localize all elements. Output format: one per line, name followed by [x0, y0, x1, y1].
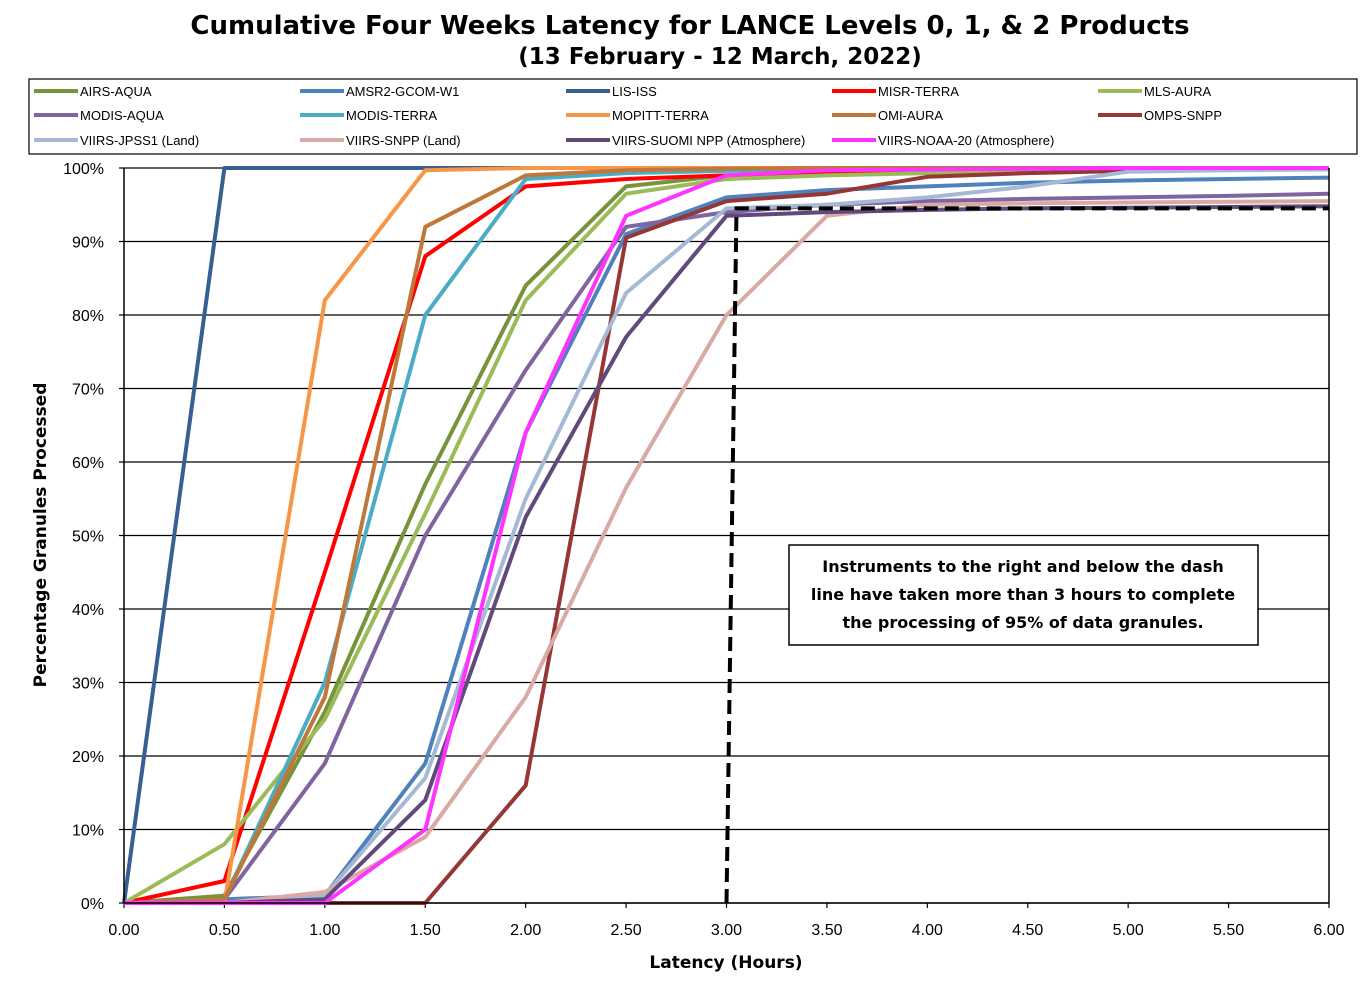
annotation-line-3: the processing of 95% of data granules. — [842, 613, 1203, 632]
x-tick-label: 0.00 — [108, 922, 139, 939]
y-tick-label: 20% — [72, 749, 104, 766]
y-tick-labels: 0% 10% 20% 30% 40% 50% 60% 70% 80% 90% 100% — [63, 161, 104, 913]
y-tick-label: 90% — [72, 235, 104, 252]
legend-label: MLS-AURA — [1144, 84, 1212, 99]
annotation-box — [788, 544, 1259, 646]
x-tick-label: 3.50 — [811, 922, 842, 939]
x-tick-label: 1.50 — [410, 922, 441, 939]
x-tick-label: 5.00 — [1113, 922, 1144, 939]
legend-label: MODIS-TERRA — [346, 108, 437, 123]
series-line-6 — [123, 191, 1330, 905]
chart-title: Cumulative Four Weeks Latency for LANCE … — [190, 11, 1189, 41]
x-tick-label: 5.50 — [1213, 922, 1244, 939]
y-tick-label: 30% — [72, 676, 104, 693]
x-tick-label: 3.00 — [711, 922, 742, 939]
series-line-13 — [124, 204, 1330, 905]
legend-label: OMI-AURA — [878, 108, 943, 123]
x-tick-label: 0.50 — [209, 922, 240, 939]
legend-label: AMSR2-GCOM-W1 — [346, 84, 459, 99]
y-tick-label: 80% — [72, 308, 104, 325]
legend-label: OMPS-SNPP — [1144, 108, 1222, 123]
x-tick-label: 2.50 — [611, 922, 642, 939]
y-tick-label: 0% — [81, 896, 104, 913]
reference-dashed-line — [724, 206, 1329, 904]
x-tick-label: 6.00 — [1313, 922, 1344, 939]
annotation-line-1: Instruments to the right and below the d… — [822, 557, 1224, 576]
x-tick-label: 4.00 — [912, 922, 943, 939]
y-tick-label: 60% — [72, 455, 104, 472]
x-tick-label: 1.00 — [309, 922, 340, 939]
y-tick-label: 40% — [72, 602, 104, 619]
legend: AIRS-AQUA AMSR2-GCOM-W1 LIS-ISS MISR-TERRA M… — [34, 84, 1222, 148]
legend-label: VIIRS-NOAA-20 (Atmosphere) — [878, 133, 1054, 148]
x-tick-label: 2.00 — [510, 922, 541, 939]
legend-label: MISR-TERRA — [878, 84, 959, 99]
reference-line-group — [724, 206, 1329, 904]
series-line-11 — [124, 167, 1330, 905]
legend-label: VIIRS-SUOMI NPP (Atmosphere) — [612, 133, 805, 148]
x-axis-title: Latency (Hours) — [649, 953, 802, 973]
legend-label: MOPITT-TERRA — [612, 108, 709, 123]
axes — [123, 168, 1330, 904]
y-tick-label: 50% — [72, 529, 104, 546]
annotation-line-2: line have taken more than 3 hours to com… — [811, 585, 1235, 604]
y-tick-label: 10% — [72, 823, 104, 840]
legend-label: LIS-ISS — [612, 84, 657, 99]
legend-label: VIIRS-SNPP (Land) — [346, 133, 461, 148]
legend-label: AIRS-AQUA — [80, 84, 152, 99]
y-tick-label: 70% — [72, 382, 104, 399]
legend-label: VIIRS-JPSS1 (Land) — [80, 133, 199, 148]
series-line-12 — [124, 199, 1330, 905]
legend-label: MODIS-AQUA — [80, 108, 164, 123]
y-tick-label: 100% — [63, 161, 104, 178]
chart-subtitle: (13 February - 12 March, 2022) — [518, 44, 922, 70]
x-tick-labels: 0.00 0.50 1.00 1.50 2.00 2.50 3.00 3.50 4.00 4.50… — [108, 922, 1344, 939]
x-tick-label: 4.50 — [1012, 922, 1043, 939]
y-axis-title: Percentage Granules Processed — [31, 383, 51, 688]
